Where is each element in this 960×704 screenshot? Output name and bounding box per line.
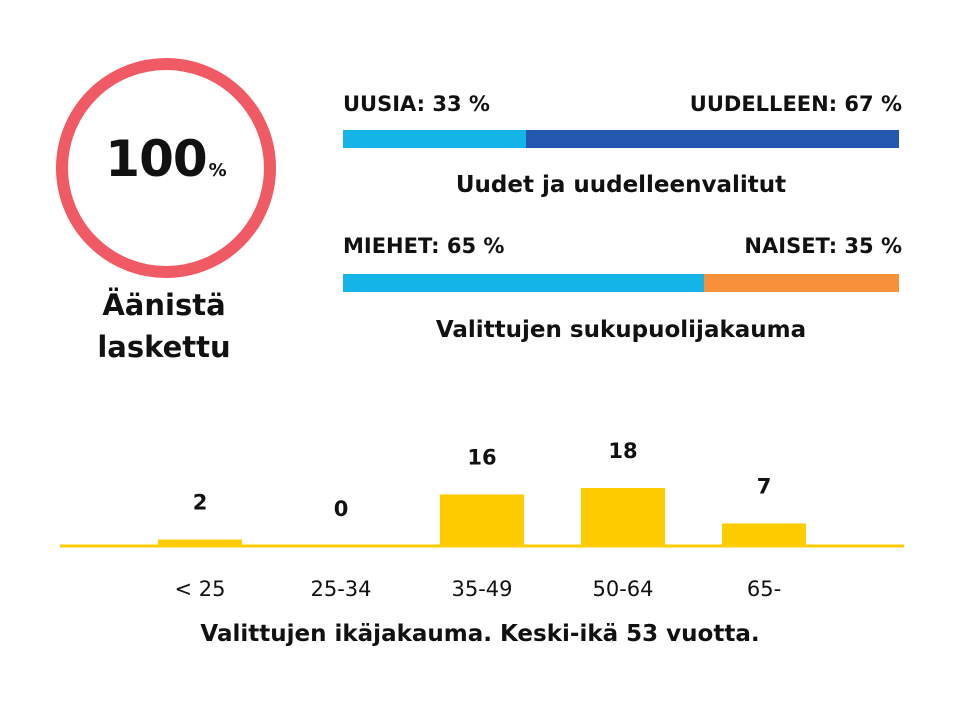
- new-segment: [343, 130, 527, 148]
- counted-label-line1: Äänistä: [102, 288, 226, 322]
- age-bar: [440, 494, 524, 546]
- counted-percentage: 100%: [56, 130, 276, 188]
- counted-label: Äänistä laskettu: [40, 284, 288, 368]
- gender-title: Valittujen sukupuolijakauma: [435, 317, 807, 343]
- new-vs-reelected-bar: [343, 130, 899, 148]
- women-share-label: NAISET: 35 %: [744, 234, 902, 258]
- age-bar-value-label: 0: [334, 497, 349, 521]
- age-category-label: 50-64: [592, 577, 653, 601]
- age-category-label: 25-34: [310, 577, 371, 601]
- age-bar: [158, 539, 242, 546]
- age-category-label: < 25: [175, 577, 226, 601]
- age-category-label: 65-: [747, 577, 781, 601]
- counted-label-line2: laskettu: [97, 330, 231, 364]
- age-chart-caption: Valittujen ikäjakauma. Keski-ikä 53 vuot…: [200, 621, 760, 647]
- women-segment: [704, 274, 899, 292]
- counted-unit: %: [208, 160, 227, 181]
- gender-bar: [343, 274, 899, 292]
- age-bar: [722, 523, 806, 546]
- reelected-segment: [526, 130, 899, 148]
- age-bar-value-label: 7: [757, 474, 772, 498]
- age-bar: [581, 488, 665, 546]
- new-vs-reelected-title: Uudet ja uudelleenvalitut: [455, 172, 787, 198]
- counted-value: 100: [105, 130, 207, 188]
- age-bar-value-label: 16: [467, 445, 496, 469]
- age-category-label: 35-49: [451, 577, 512, 601]
- men-share-label: MIEHET: 65 %: [343, 234, 505, 258]
- age-bar-value-label: 2: [193, 491, 208, 515]
- age-bar-chart: 2 < 25 0 25-34 16 35-49 18 50-64 7 65-: [60, 439, 904, 601]
- men-segment: [343, 274, 705, 292]
- reelected-share-label: UUDELLEEN: 67 %: [689, 92, 902, 116]
- new-share-label: UUSIA: 33 %: [343, 92, 490, 116]
- age-bar-value-label: 18: [608, 439, 637, 463]
